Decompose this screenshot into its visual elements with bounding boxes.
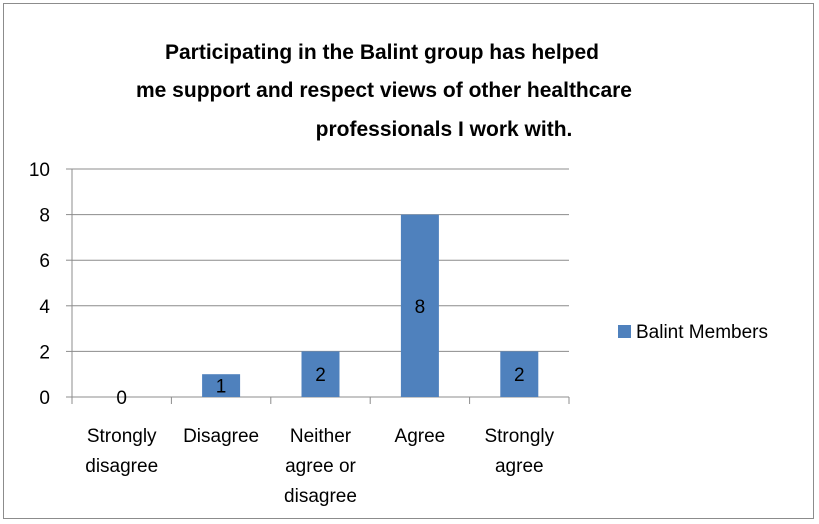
y-tick-label: 8 bbox=[39, 206, 50, 227]
chart-title: Participating in the Balint group has he… bbox=[136, 41, 632, 141]
y-tick-label: 10 bbox=[29, 160, 50, 181]
legend: Balint Members bbox=[618, 322, 768, 343]
bars bbox=[202, 214, 539, 397]
data-label: 2 bbox=[514, 365, 525, 386]
gridlines bbox=[66, 168, 569, 398]
chart-frame: Participating in the Balint group has he… bbox=[3, 3, 814, 519]
category-label: disagree bbox=[284, 486, 357, 507]
legend-label: Balint Members bbox=[636, 322, 768, 343]
category-label: Strongly bbox=[87, 426, 157, 447]
category-label: agree bbox=[495, 456, 544, 477]
category-label: Strongly bbox=[484, 426, 554, 447]
y-tick-label: 6 bbox=[39, 251, 50, 272]
chart-title-line: Participating in the Balint group has he… bbox=[165, 41, 599, 64]
bar bbox=[500, 351, 539, 397]
bar bbox=[301, 351, 340, 397]
data-label: 2 bbox=[315, 365, 326, 386]
legend-swatch bbox=[618, 325, 631, 338]
chart-title-line: me support and respect views of other he… bbox=[136, 79, 632, 102]
y-tick-label: 4 bbox=[39, 297, 50, 318]
chart-title-line: professionals I work with. bbox=[316, 118, 573, 141]
y-tick-label: 2 bbox=[39, 342, 50, 363]
data-label: 0 bbox=[116, 388, 127, 409]
bar bbox=[202, 374, 241, 397]
category-label: agree or bbox=[285, 456, 356, 477]
category-label: Neither bbox=[290, 426, 352, 447]
y-axis-tick-labels: 0 2 4 6 8 10 bbox=[29, 160, 51, 409]
x-axis-category-labels: Strongly disagree Disagree Neither agree or d… bbox=[85, 426, 554, 507]
y-tick-label: 0 bbox=[39, 388, 50, 409]
data-labels: 0 1 2 8 2 bbox=[116, 297, 524, 409]
bar-chart: Participating in the Balint group has he… bbox=[29, 41, 768, 507]
category-label: Disagree bbox=[183, 426, 259, 447]
category-label: Agree bbox=[395, 426, 446, 447]
bar bbox=[400, 214, 439, 397]
category-label: disagree bbox=[85, 456, 158, 477]
data-label: 1 bbox=[216, 377, 227, 398]
data-label: 8 bbox=[415, 297, 426, 318]
